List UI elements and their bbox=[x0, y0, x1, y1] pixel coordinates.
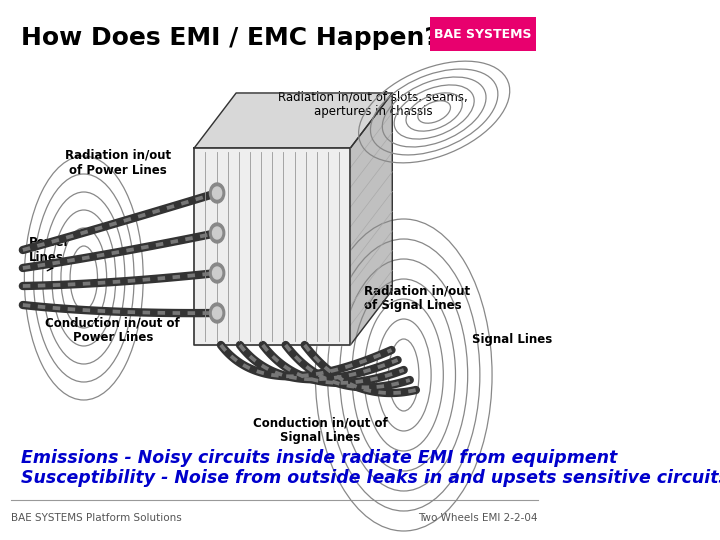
Circle shape bbox=[212, 267, 222, 279]
Circle shape bbox=[212, 307, 222, 319]
Circle shape bbox=[212, 187, 222, 199]
Text: Conduction in/out of
Signal Lines: Conduction in/out of Signal Lines bbox=[253, 416, 387, 444]
Circle shape bbox=[210, 263, 225, 283]
Circle shape bbox=[212, 227, 222, 239]
Text: Radiation in/out
of Signal Lines: Radiation in/out of Signal Lines bbox=[364, 284, 470, 312]
Circle shape bbox=[210, 183, 225, 203]
FancyBboxPatch shape bbox=[430, 17, 536, 51]
Text: Signal Lines: Signal Lines bbox=[472, 334, 552, 347]
Text: Two Wheels EMI 2-2-04: Two Wheels EMI 2-2-04 bbox=[418, 513, 538, 523]
Circle shape bbox=[210, 223, 225, 243]
Polygon shape bbox=[351, 93, 392, 345]
Text: Radiation in/out
of Power Lines: Radiation in/out of Power Lines bbox=[65, 149, 171, 177]
Text: Emissions - Noisy circuits inside radiate EMI from equipment: Emissions - Noisy circuits inside radiat… bbox=[22, 449, 618, 467]
Text: BAE SYSTEMS: BAE SYSTEMS bbox=[434, 28, 531, 40]
Circle shape bbox=[210, 303, 225, 323]
Text: Radiation in/out of slots, seams,
apertures in chassis: Radiation in/out of slots, seams, apertu… bbox=[279, 90, 468, 118]
Text: Conduction in/out of
Power Lines: Conduction in/out of Power Lines bbox=[45, 316, 180, 344]
Text: How Does EMI / EMC Happen?: How Does EMI / EMC Happen? bbox=[22, 26, 439, 50]
Polygon shape bbox=[194, 93, 392, 148]
Text: BAE SYSTEMS Platform Solutions: BAE SYSTEMS Platform Solutions bbox=[11, 513, 181, 523]
Text: Power
Lines: Power Lines bbox=[29, 236, 71, 264]
Polygon shape bbox=[194, 148, 351, 345]
Text: Susceptibility - Noise from outside leaks in and upsets sensitive circuits: Susceptibility - Noise from outside leak… bbox=[22, 469, 720, 487]
